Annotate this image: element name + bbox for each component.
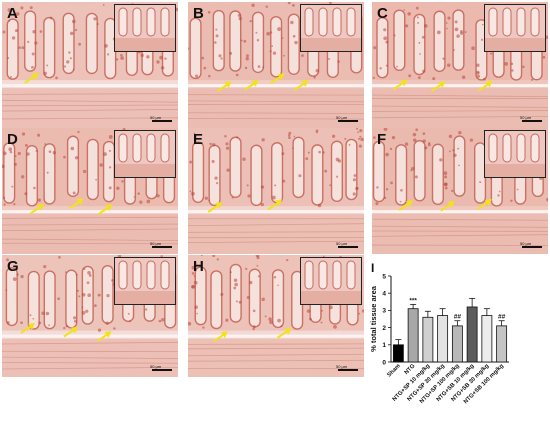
bar-4	[437, 315, 449, 363]
arrow-marker-icon	[24, 72, 39, 84]
bar-7	[481, 315, 493, 363]
scale-bar-label: 50 µm	[336, 241, 348, 246]
arrow-marker-icon	[477, 199, 492, 210]
arrow-marker-icon	[276, 327, 292, 339]
arrow-marker-icon	[244, 79, 259, 91]
arrow-marker-icon	[29, 203, 45, 215]
histology-panel-c: C 50 µm	[372, 2, 548, 128]
x-tick-label: Sham	[386, 363, 401, 378]
histology-panel-e: E 50 µm	[188, 128, 364, 254]
bar-1	[392, 344, 404, 363]
scale-bar: 50 µm	[336, 114, 358, 122]
arrow-marker-icon	[207, 201, 223, 213]
arrow-marker-icon	[217, 81, 232, 92]
y-tick-label: 0	[382, 359, 386, 366]
arrow-marker-icon	[430, 81, 446, 92]
bar-chart: I % total tissue area 012345Sham***NTGNT…	[369, 261, 509, 405]
scale-bar: 50 µm	[520, 240, 542, 248]
arrow-marker-icon	[213, 331, 228, 342]
significance-label: ##	[498, 314, 506, 321]
magnified-inset	[114, 257, 176, 305]
scale-bar: 50 µm	[336, 240, 358, 248]
histology-panel-h: H 50 µm	[188, 255, 364, 377]
panel-label-g: G	[7, 258, 19, 275]
tissue-image	[188, 128, 364, 254]
panel-label-b: B	[193, 5, 204, 22]
scale-bar-label: 50 µm	[150, 364, 162, 369]
panel-label-i: I	[371, 261, 374, 275]
panel-label-d: D	[7, 131, 18, 148]
scale-bar: 50 µm	[336, 363, 358, 371]
panel-label-c: C	[377, 5, 388, 22]
arrow-marker-icon	[293, 79, 309, 91]
scale-bar-label: 50 µm	[336, 364, 348, 369]
magnified-inset	[300, 257, 362, 305]
scale-bar-label: 50 µm	[150, 115, 162, 120]
panel-label-a: A	[7, 5, 18, 22]
arrow-marker-icon	[97, 330, 112, 342]
arrow-marker-icon	[440, 200, 455, 212]
y-tick-label: 4	[382, 291, 386, 298]
bar-3	[422, 316, 434, 363]
magnified-inset	[484, 4, 546, 52]
bar-chart-panel-i: I % total tissue area 0 1 2 3 4 5 Sham *** NTG NT…	[369, 258, 547, 423]
y-tick-label: 3	[382, 308, 386, 315]
panel-label-f: F	[377, 131, 387, 148]
bar-2	[407, 308, 419, 363]
magnified-inset	[114, 4, 176, 52]
scale-bar-label: 50 µm	[336, 115, 348, 120]
histology-panel-g: G 50 µm	[2, 255, 178, 377]
bar-8	[496, 325, 508, 363]
y-axis-label: % total tissue area	[369, 285, 378, 352]
arrow-marker-icon	[267, 199, 283, 211]
panel-label-h: H	[193, 258, 204, 275]
scale-bar-label: 50 µm	[150, 241, 162, 246]
significance-label: ##	[454, 314, 462, 321]
arrow-marker-icon	[97, 204, 113, 215]
histology-panel-f: F 50 µm	[372, 128, 548, 254]
arrow-marker-icon	[270, 73, 285, 85]
y-tick-label: 2	[382, 325, 386, 332]
bar-6	[466, 306, 478, 363]
arrow-marker-icon	[69, 198, 84, 210]
panel-label-e: E	[193, 131, 204, 148]
magnified-inset	[114, 130, 176, 178]
histology-panel-a: A 50 µm	[2, 2, 178, 128]
arrow-marker-icon	[392, 79, 408, 91]
scale-bar: 50 µm	[150, 240, 172, 248]
magnified-inset	[484, 130, 546, 178]
y-tick-label: 5	[382, 273, 386, 280]
arrow-marker-icon	[20, 322, 36, 334]
magnified-inset	[300, 4, 362, 52]
scale-bar-label: 50 µm	[520, 241, 532, 246]
scale-bar-label: 50 µm	[520, 115, 532, 120]
histology-panel-d: D 50 µm	[2, 128, 178, 254]
bar-5	[451, 325, 463, 363]
significance-label: ***	[409, 297, 417, 304]
scale-bar: 50 µm	[520, 114, 542, 122]
arrow-marker-icon	[63, 326, 78, 338]
scale-bar: 50 µm	[150, 363, 172, 371]
scale-bar: 50 µm	[150, 114, 172, 122]
arrow-marker-icon	[398, 200, 414, 211]
arrow-marker-icon	[478, 80, 493, 92]
y-tick-label: 1	[382, 342, 386, 349]
histology-panel-b: B 50 µm	[188, 2, 364, 128]
